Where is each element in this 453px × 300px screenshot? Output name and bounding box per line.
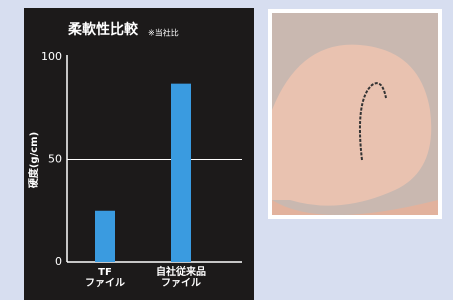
page: {"chart_data": {"type": "bar", "title": …	[0, 0, 453, 300]
x-tick-label: ファイル	[161, 277, 201, 289]
photo	[268, 9, 442, 219]
x-tick-label: 自社従来品	[156, 265, 206, 278]
y-axis-label: 硬度(g/cm)	[27, 132, 40, 188]
chart-note: ※当社比	[148, 28, 179, 38]
screen: 柔軟性比較 ※当社比 硬度(g/cm) 050100TFファイル自社従来品ファイ…	[0, 0, 453, 300]
bar	[95, 211, 115, 262]
chart-title: 柔軟性比較	[67, 21, 139, 38]
y-tick-label: 50	[48, 153, 62, 166]
x-tick-label: TF	[98, 267, 112, 278]
bar	[171, 84, 191, 262]
x-tick-label: ファイル	[85, 277, 125, 289]
y-tick-label: 0	[55, 255, 62, 268]
y-tick-label: 100	[41, 50, 62, 63]
